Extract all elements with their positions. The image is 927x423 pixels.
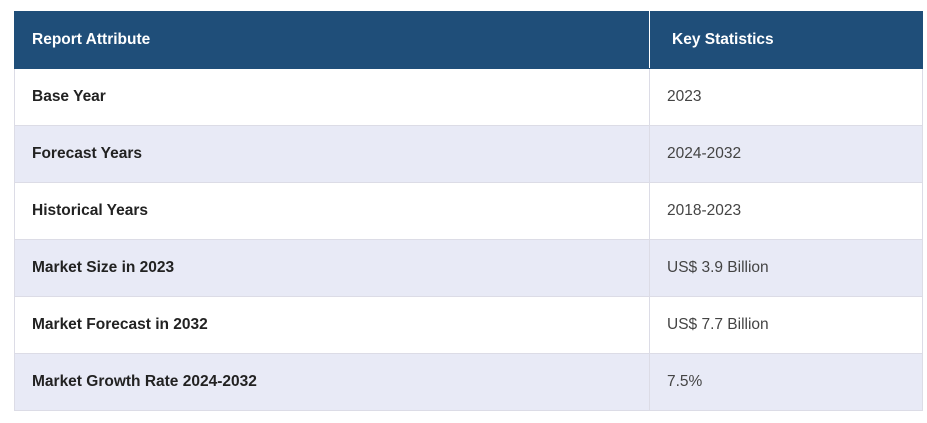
row-attribute: Base Year [14, 68, 650, 126]
report-table: Report Attribute Key Statistics Base Yea… [14, 11, 923, 411]
row-attribute: Market Growth Rate 2024-2032 [14, 353, 650, 411]
row-value: 2024-2032 [649, 125, 923, 183]
report-table-container: Report Attribute Key Statistics Base Yea… [14, 11, 923, 411]
row-value: US$ 7.7 Billion [649, 296, 923, 354]
table-row: Market Forecast in 2032 US$ 7.7 Billion [14, 296, 923, 354]
row-value: 7.5% [649, 353, 923, 411]
header-row: Report Attribute Key Statistics [14, 11, 923, 69]
row-attribute: Historical Years [14, 182, 650, 240]
row-value: 2023 [649, 68, 923, 126]
row-attribute: Forecast Years [14, 125, 650, 183]
table-row: Market Growth Rate 2024-2032 7.5% [14, 353, 923, 411]
row-value: US$ 3.9 Billion [649, 239, 923, 297]
table-row: Base Year 2023 [14, 68, 923, 126]
header-key-statistics: Key Statistics [649, 11, 923, 69]
table-row: Forecast Years 2024-2032 [14, 125, 923, 183]
row-attribute: Market Size in 2023 [14, 239, 650, 297]
row-attribute: Market Forecast in 2032 [14, 296, 650, 354]
table-row: Market Size in 2023 US$ 3.9 Billion [14, 239, 923, 297]
header-report-attribute: Report Attribute [14, 11, 650, 69]
table-body: Base Year 2023 Forecast Years 2024-2032 … [14, 68, 923, 411]
row-value: 2018-2023 [649, 182, 923, 240]
table-header: Report Attribute Key Statistics [14, 11, 923, 69]
table-row: Historical Years 2018-2023 [14, 182, 923, 240]
